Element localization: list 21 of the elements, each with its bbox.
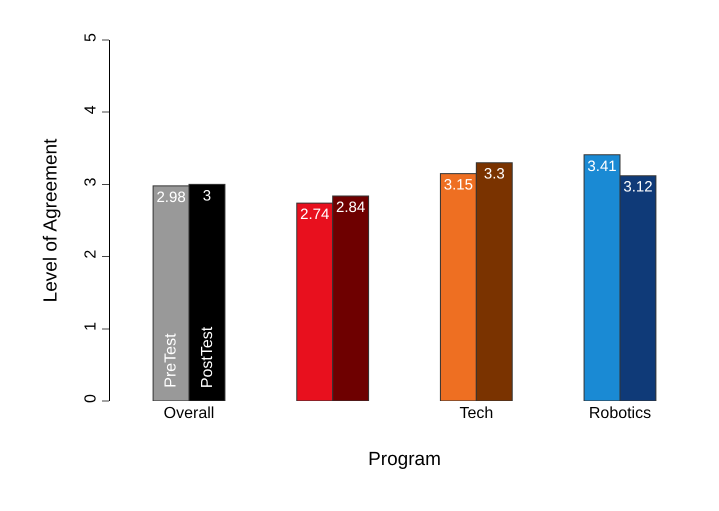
data-label: 3 bbox=[202, 187, 212, 204]
data-label: 3.15 bbox=[444, 176, 473, 194]
x-tick-label: Overall bbox=[164, 405, 214, 422]
series-label: PreTest bbox=[162, 332, 180, 388]
x-tick-label: Robotics bbox=[588, 405, 652, 422]
y-tick-label: 1 bbox=[82, 322, 100, 331]
x-axis-title: Program bbox=[368, 448, 441, 470]
data-label: 2.84 bbox=[336, 198, 366, 216]
y-axis-title: Level of Agreement bbox=[40, 138, 62, 302]
data-label: 3.12 bbox=[623, 178, 653, 196]
y-tick-label: 2 bbox=[82, 250, 100, 259]
series-label: PostTest bbox=[198, 326, 216, 388]
data-label: 3.41 bbox=[587, 158, 617, 175]
y-tick-label: 3 bbox=[82, 177, 100, 186]
data-label: 3.3 bbox=[484, 166, 505, 183]
data-label: 2.98 bbox=[156, 188, 186, 206]
data-label: 2.74 bbox=[300, 206, 330, 224]
x-tick-label: Tech bbox=[459, 405, 494, 422]
y-tick-label: 5 bbox=[82, 33, 100, 42]
y-tick-label: 0 bbox=[82, 394, 100, 404]
y-tick-label: 4 bbox=[82, 105, 100, 114]
